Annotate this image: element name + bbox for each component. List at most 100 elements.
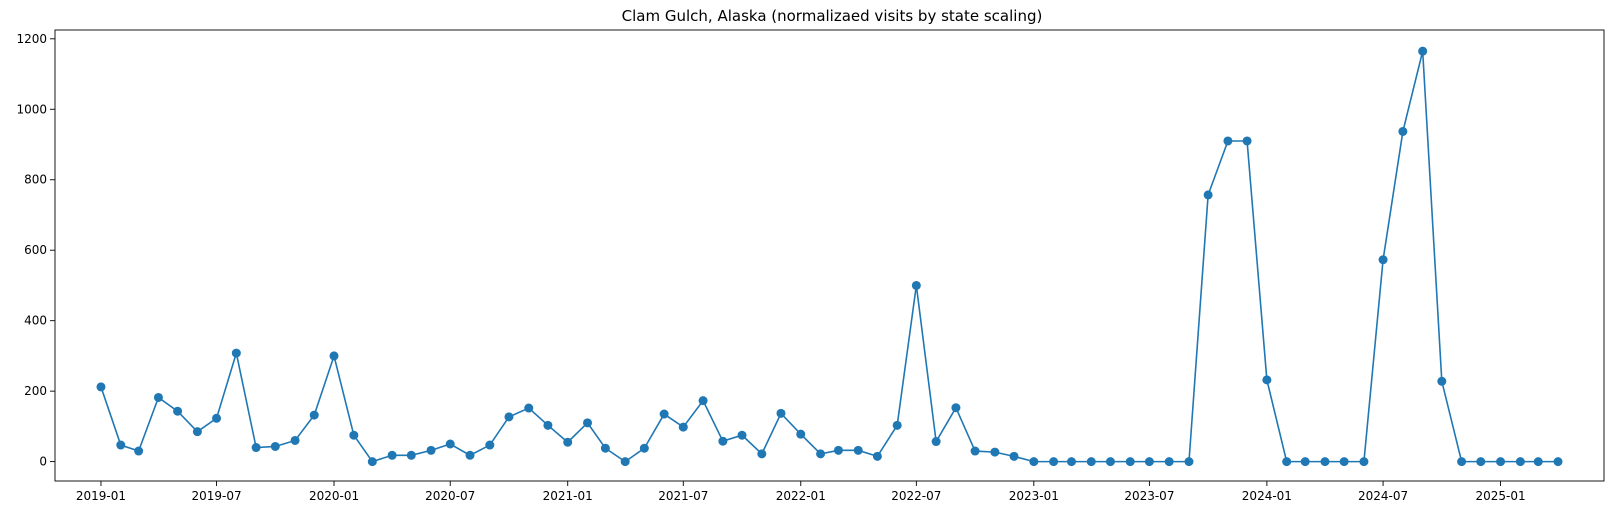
data-point xyxy=(329,351,339,361)
data-point xyxy=(698,396,708,406)
data-point xyxy=(153,392,163,402)
data-point xyxy=(1262,375,1272,385)
data-point xyxy=(1378,255,1388,265)
data-point xyxy=(853,445,863,455)
data-point xyxy=(1009,451,1019,461)
data-point xyxy=(349,430,359,440)
data-point xyxy=(1282,457,1292,467)
data-point xyxy=(872,451,882,461)
data-point xyxy=(1049,457,1059,467)
data-point xyxy=(1223,136,1233,146)
data-point xyxy=(1242,136,1252,146)
data-point xyxy=(290,435,300,445)
data-point xyxy=(1553,457,1563,467)
data-point xyxy=(116,440,126,450)
y-tick-label: 200 xyxy=(24,384,47,398)
data-point xyxy=(970,446,980,456)
x-tick-label: 2024-01 xyxy=(1242,489,1292,503)
series-line xyxy=(100,50,1559,463)
x-tick-label: 2020-01 xyxy=(309,489,359,503)
data-point xyxy=(96,382,106,392)
data-point xyxy=(543,420,553,430)
data-point xyxy=(1533,457,1543,467)
data-point xyxy=(1184,457,1194,467)
data-point xyxy=(931,437,941,447)
data-point xyxy=(1359,457,1369,467)
data-point xyxy=(892,420,902,430)
data-point xyxy=(911,280,921,290)
data-point xyxy=(639,443,649,453)
data-point xyxy=(563,437,573,447)
y-tick-label: 400 xyxy=(24,314,47,328)
x-tick-label: 2025-01 xyxy=(1475,489,1525,503)
x-tick-label: 2024-07 xyxy=(1358,489,1408,503)
x-tick-label: 2023-07 xyxy=(1124,489,1174,503)
data-point xyxy=(406,450,416,460)
y-tick-label: 1000 xyxy=(16,102,47,116)
data-point xyxy=(1203,190,1213,200)
data-point xyxy=(1476,457,1486,467)
data-point xyxy=(426,445,436,455)
data-point xyxy=(583,418,593,428)
data-point xyxy=(1437,376,1447,386)
data-point xyxy=(678,422,688,432)
x-tick-label: 2020-07 xyxy=(425,489,475,503)
data-point xyxy=(659,409,669,419)
y-tick-label: 600 xyxy=(24,243,47,257)
data-point xyxy=(231,348,241,358)
data-point xyxy=(796,429,806,439)
data-point xyxy=(757,449,767,459)
x-tick-label: 2021-01 xyxy=(543,489,593,503)
data-point xyxy=(1418,46,1428,56)
data-point xyxy=(1105,457,1115,467)
series-layer xyxy=(96,46,1563,467)
data-point xyxy=(387,450,397,460)
data-point xyxy=(270,441,280,451)
y-tick-label: 800 xyxy=(24,173,47,187)
x-tick-label: 2021-07 xyxy=(658,489,708,503)
data-point xyxy=(1515,457,1525,467)
data-point xyxy=(1300,457,1310,467)
data-point xyxy=(1029,457,1039,467)
x-axis: 2019-01 2019-07 2020-01 2020-07 2021-01 2021-… xyxy=(76,481,1526,503)
data-point xyxy=(1320,457,1330,467)
data-point xyxy=(251,443,261,453)
data-point xyxy=(192,427,202,437)
data-point xyxy=(524,403,534,413)
x-tick-label: 2019-07 xyxy=(191,489,241,503)
data-point xyxy=(1398,126,1408,136)
data-point xyxy=(1496,457,1506,467)
data-point xyxy=(1125,457,1135,467)
data-point xyxy=(737,430,747,440)
data-point xyxy=(1066,457,1076,467)
data-point xyxy=(776,408,786,418)
data-point xyxy=(951,403,961,413)
data-point xyxy=(367,457,377,467)
data-point xyxy=(1086,457,1096,467)
data-point xyxy=(718,436,728,446)
data-point xyxy=(1457,457,1467,467)
data-point xyxy=(309,410,319,420)
x-tick-label: 2023-01 xyxy=(1009,489,1059,503)
data-point xyxy=(134,446,144,456)
data-point xyxy=(1339,457,1349,467)
data-point xyxy=(990,447,1000,457)
data-point xyxy=(600,443,610,453)
y-tick-label: 1200 xyxy=(16,32,47,46)
data-point xyxy=(485,440,495,450)
y-tick-label: 0 xyxy=(39,455,47,469)
chart-title: Clam Gulch, Alaska (normalizaed visits b… xyxy=(622,7,1043,25)
data-point xyxy=(1144,457,1154,467)
y-axis: 0 200 400 600 800 1000 1200 xyxy=(16,32,55,469)
data-point xyxy=(504,412,514,422)
data-point xyxy=(212,413,222,423)
data-point xyxy=(1164,457,1174,467)
data-point xyxy=(445,439,455,449)
x-tick-label: 2019-01 xyxy=(76,489,126,503)
x-tick-label: 2022-07 xyxy=(891,489,941,503)
data-point xyxy=(620,457,630,467)
data-point xyxy=(833,445,843,455)
data-point xyxy=(465,450,475,460)
data-point xyxy=(816,449,826,459)
